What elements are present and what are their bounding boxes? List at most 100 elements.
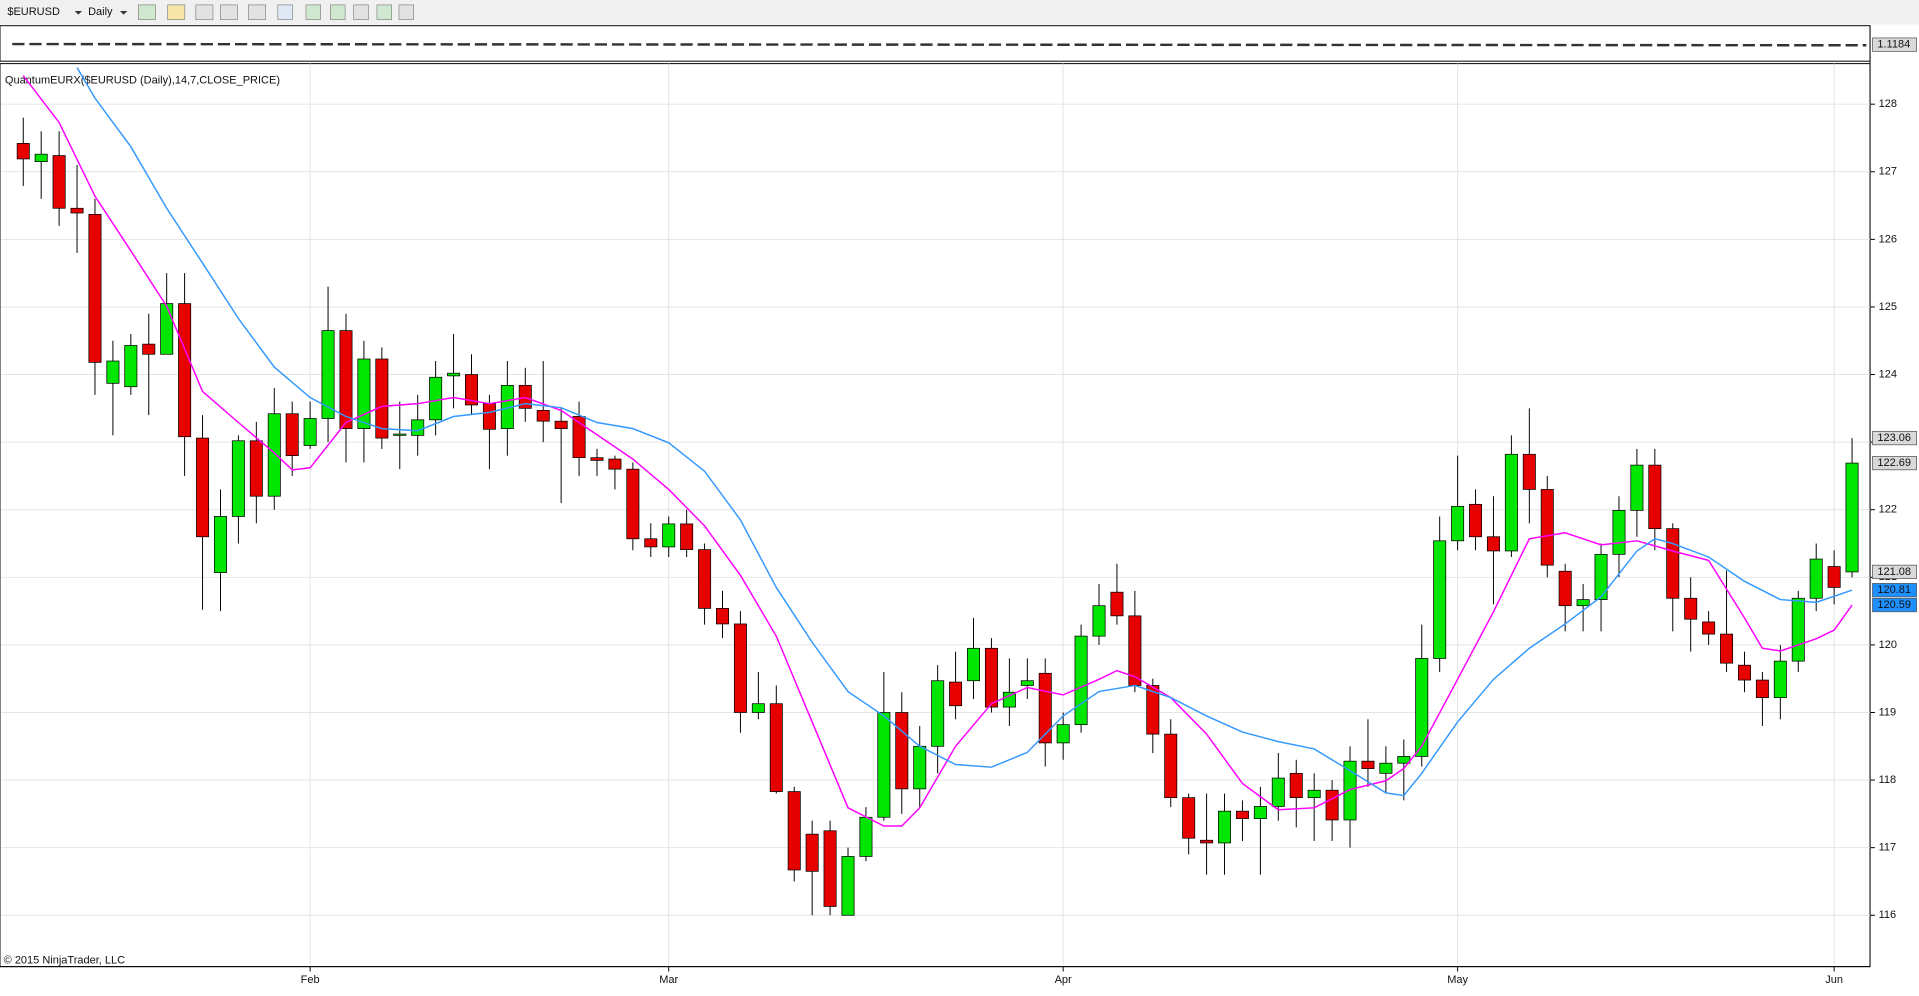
candle-body <box>1379 762 1393 774</box>
candle-body <box>805 833 819 872</box>
candle-body <box>1451 505 1465 542</box>
moving-average <box>22 75 1853 827</box>
candle-body <box>357 358 371 429</box>
top-last-box <box>1872 37 1917 52</box>
price-marker: 121.08 <box>1872 564 1917 580</box>
candle-body <box>841 856 855 916</box>
candle-body <box>1002 691 1016 708</box>
price-marker-box <box>1872 583 1917 598</box>
candle-body <box>608 458 622 470</box>
candle-body <box>447 372 461 377</box>
price-marker-box <box>1872 564 1917 580</box>
candle-body <box>339 330 353 429</box>
candle-body <box>482 403 496 430</box>
candle-body <box>285 413 299 457</box>
y-tick-label: 116 <box>1879 909 1897 921</box>
toolbar-icons[interactable] <box>137 4 414 20</box>
candle-body <box>662 523 676 548</box>
candle-body <box>1325 789 1339 821</box>
candle-body <box>106 360 120 384</box>
price-marker-box <box>1872 455 1917 471</box>
candle-body <box>213 516 227 573</box>
candle-body <box>1235 810 1249 819</box>
candle-body <box>70 207 84 214</box>
candle-body <box>1271 777 1285 807</box>
price-marker: 120.59 <box>1872 597 1917 613</box>
candle-body <box>16 143 30 160</box>
candle-body <box>124 345 138 388</box>
candle-body <box>1343 760 1357 821</box>
candle-body <box>1110 591 1124 617</box>
candle-body <box>1092 605 1106 637</box>
candle-body <box>1433 540 1447 659</box>
candle-body <box>267 413 281 497</box>
candle-body <box>411 419 425 436</box>
price-marker: 120.81 <box>1872 583 1917 598</box>
candle-body <box>895 712 909 790</box>
candle-body <box>733 623 747 713</box>
candle-body <box>1182 797 1196 839</box>
x-tick-label: May <box>1447 974 1468 986</box>
price-marker-label: 122.69 <box>1877 457 1911 469</box>
candle-body <box>787 791 801 871</box>
candle-body <box>429 376 443 421</box>
candle-body <box>465 374 478 406</box>
candle-body <box>1612 510 1626 555</box>
symbol-selector[interactable]: $EURUSD <box>7 6 60 18</box>
candle-body <box>1827 566 1841 588</box>
y-tick-label: 127 <box>1879 166 1897 178</box>
candle-body <box>1576 599 1590 607</box>
candle-body <box>984 647 998 708</box>
y-tick-label: 118 <box>1879 774 1897 786</box>
candle-body <box>931 680 945 747</box>
candle-body <box>1630 464 1644 511</box>
candle-body <box>34 153 48 162</box>
candle-body <box>375 358 389 439</box>
candle-body <box>859 816 873 857</box>
candle-body <box>1486 536 1500 552</box>
candle-body <box>626 468 640 540</box>
candle-body <box>536 409 550 422</box>
candle-body <box>823 830 837 907</box>
candle-body <box>1164 733 1178 799</box>
y-tick-label: 119 <box>1879 706 1897 718</box>
candle-body <box>913 745 927 790</box>
candle-body <box>249 440 263 497</box>
candle-body <box>1074 635 1088 726</box>
candle-body <box>1146 685 1160 735</box>
x-tick-label: Apr <box>1055 974 1072 986</box>
candle-body <box>680 523 694 550</box>
y-tick-label: 125 <box>1879 301 1897 313</box>
candle-body <box>644 538 658 548</box>
candle-body <box>1737 664 1751 681</box>
candle-body <box>1809 558 1823 599</box>
candle-body <box>1307 789 1321 799</box>
candle-body <box>1200 839 1214 844</box>
dropdown-arrow[interactable] <box>74 11 82 15</box>
top-panel-strip <box>12 42 1867 47</box>
candle-body <box>142 343 156 355</box>
candle-body <box>554 420 568 429</box>
candle-body <box>160 303 174 355</box>
price-marker-label: 120.59 <box>1877 599 1911 611</box>
candle-body <box>751 703 765 713</box>
price-marker-label: 120.81 <box>1877 584 1911 596</box>
candle-body <box>1666 528 1680 599</box>
candle-body <box>1791 597 1805 662</box>
candle-body <box>1361 760 1375 769</box>
dropdown-arrow[interactable] <box>119 11 128 15</box>
candle-body <box>393 433 407 436</box>
candle-body <box>1755 679 1769 698</box>
candle-body <box>1773 660 1787 698</box>
candle-body <box>1684 597 1698 620</box>
candle-body <box>716 608 729 625</box>
candle-body <box>1720 633 1734 664</box>
price-marker-label: 123.06 <box>1877 432 1911 444</box>
candle-body <box>1038 672 1052 744</box>
interval-selector[interactable]: Daily <box>88 6 113 18</box>
candle-body <box>1845 462 1859 573</box>
y-tick-label: 117 <box>1879 842 1897 854</box>
price-marker-label: 121.08 <box>1877 566 1911 578</box>
price-marker: 122.69 <box>1872 455 1917 471</box>
